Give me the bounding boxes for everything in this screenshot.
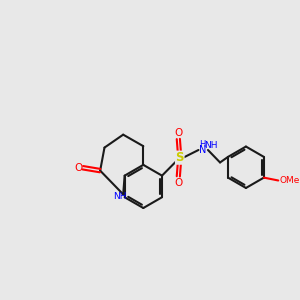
Text: OMe: OMe — [279, 176, 299, 185]
Text: O: O — [74, 163, 82, 173]
Text: NH: NH — [113, 192, 127, 201]
Text: S: S — [176, 151, 184, 164]
Text: N: N — [199, 145, 206, 155]
Text: O: O — [174, 178, 182, 188]
Text: H: H — [200, 140, 206, 149]
Text: NH: NH — [204, 141, 217, 150]
Text: O: O — [174, 128, 182, 138]
